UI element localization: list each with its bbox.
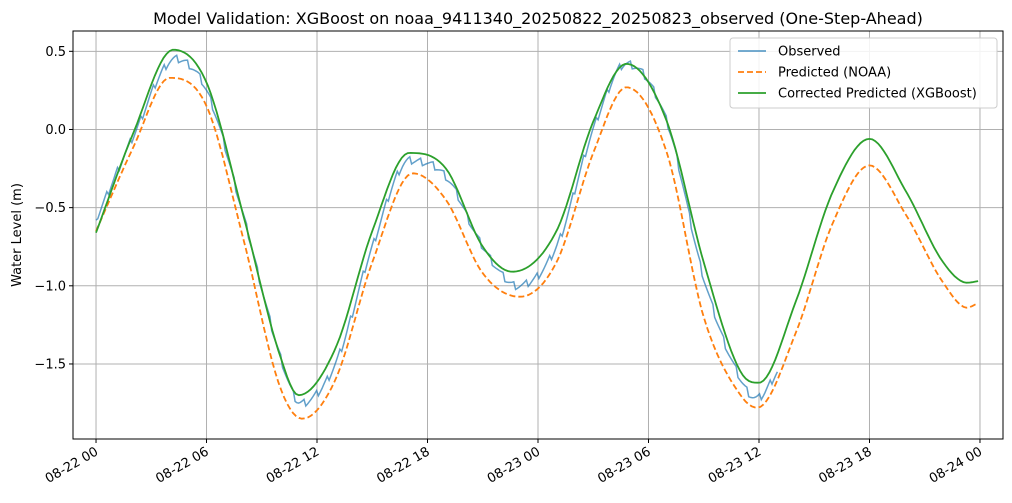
y-tick-label: −0.5 [34, 201, 66, 216]
y-axis-label: Water Level (m) [10, 183, 25, 287]
series-line-corrected-predicted-xgboost [95, 48, 979, 397]
y-tick-label: −1.0 [34, 279, 66, 294]
x-axis: 08-22 00 08-22 06 08-22 12 08-22 18 08-23 00… [43, 439, 985, 487]
x-tick-label: 08-23 00 [485, 444, 543, 486]
y-tick-label: −1.5 [34, 357, 66, 372]
x-tick-label: 08-22 06 [153, 444, 211, 486]
chart-title: Model Validation: XGBoost on noaa_941134… [153, 9, 923, 29]
x-tick-label: 08-22 12 [264, 444, 322, 486]
legend-box [729, 37, 998, 109]
x-tick-label: 08-23 12 [706, 444, 764, 486]
y-tick-label: 0.0 [45, 123, 66, 138]
legend-label: Corrected Predicted (XGBoost) [778, 87, 977, 102]
legend-label: Observed [778, 45, 841, 60]
x-tick-label: 08-23 06 [595, 444, 653, 486]
x-tick-label: 08-24 00 [927, 444, 985, 486]
series-group [95, 48, 979, 420]
series-line-observed [95, 54, 779, 408]
y-tick-label: 0.5 [45, 45, 66, 60]
legend-label: Predicted (NOAA) [778, 66, 891, 81]
x-tick-label: 08-23 18 [816, 444, 874, 486]
y-axis: 0.5 0.0 −0.5 −1.0 −1.5 [34, 45, 73, 372]
x-tick-label: 08-22 00 [43, 444, 101, 486]
x-tick-label: 08-22 18 [374, 444, 432, 486]
series-line-predicted-noaa [95, 77, 979, 420]
legend: Observed Predicted (NOAA) Corrected Predic… [729, 37, 998, 109]
